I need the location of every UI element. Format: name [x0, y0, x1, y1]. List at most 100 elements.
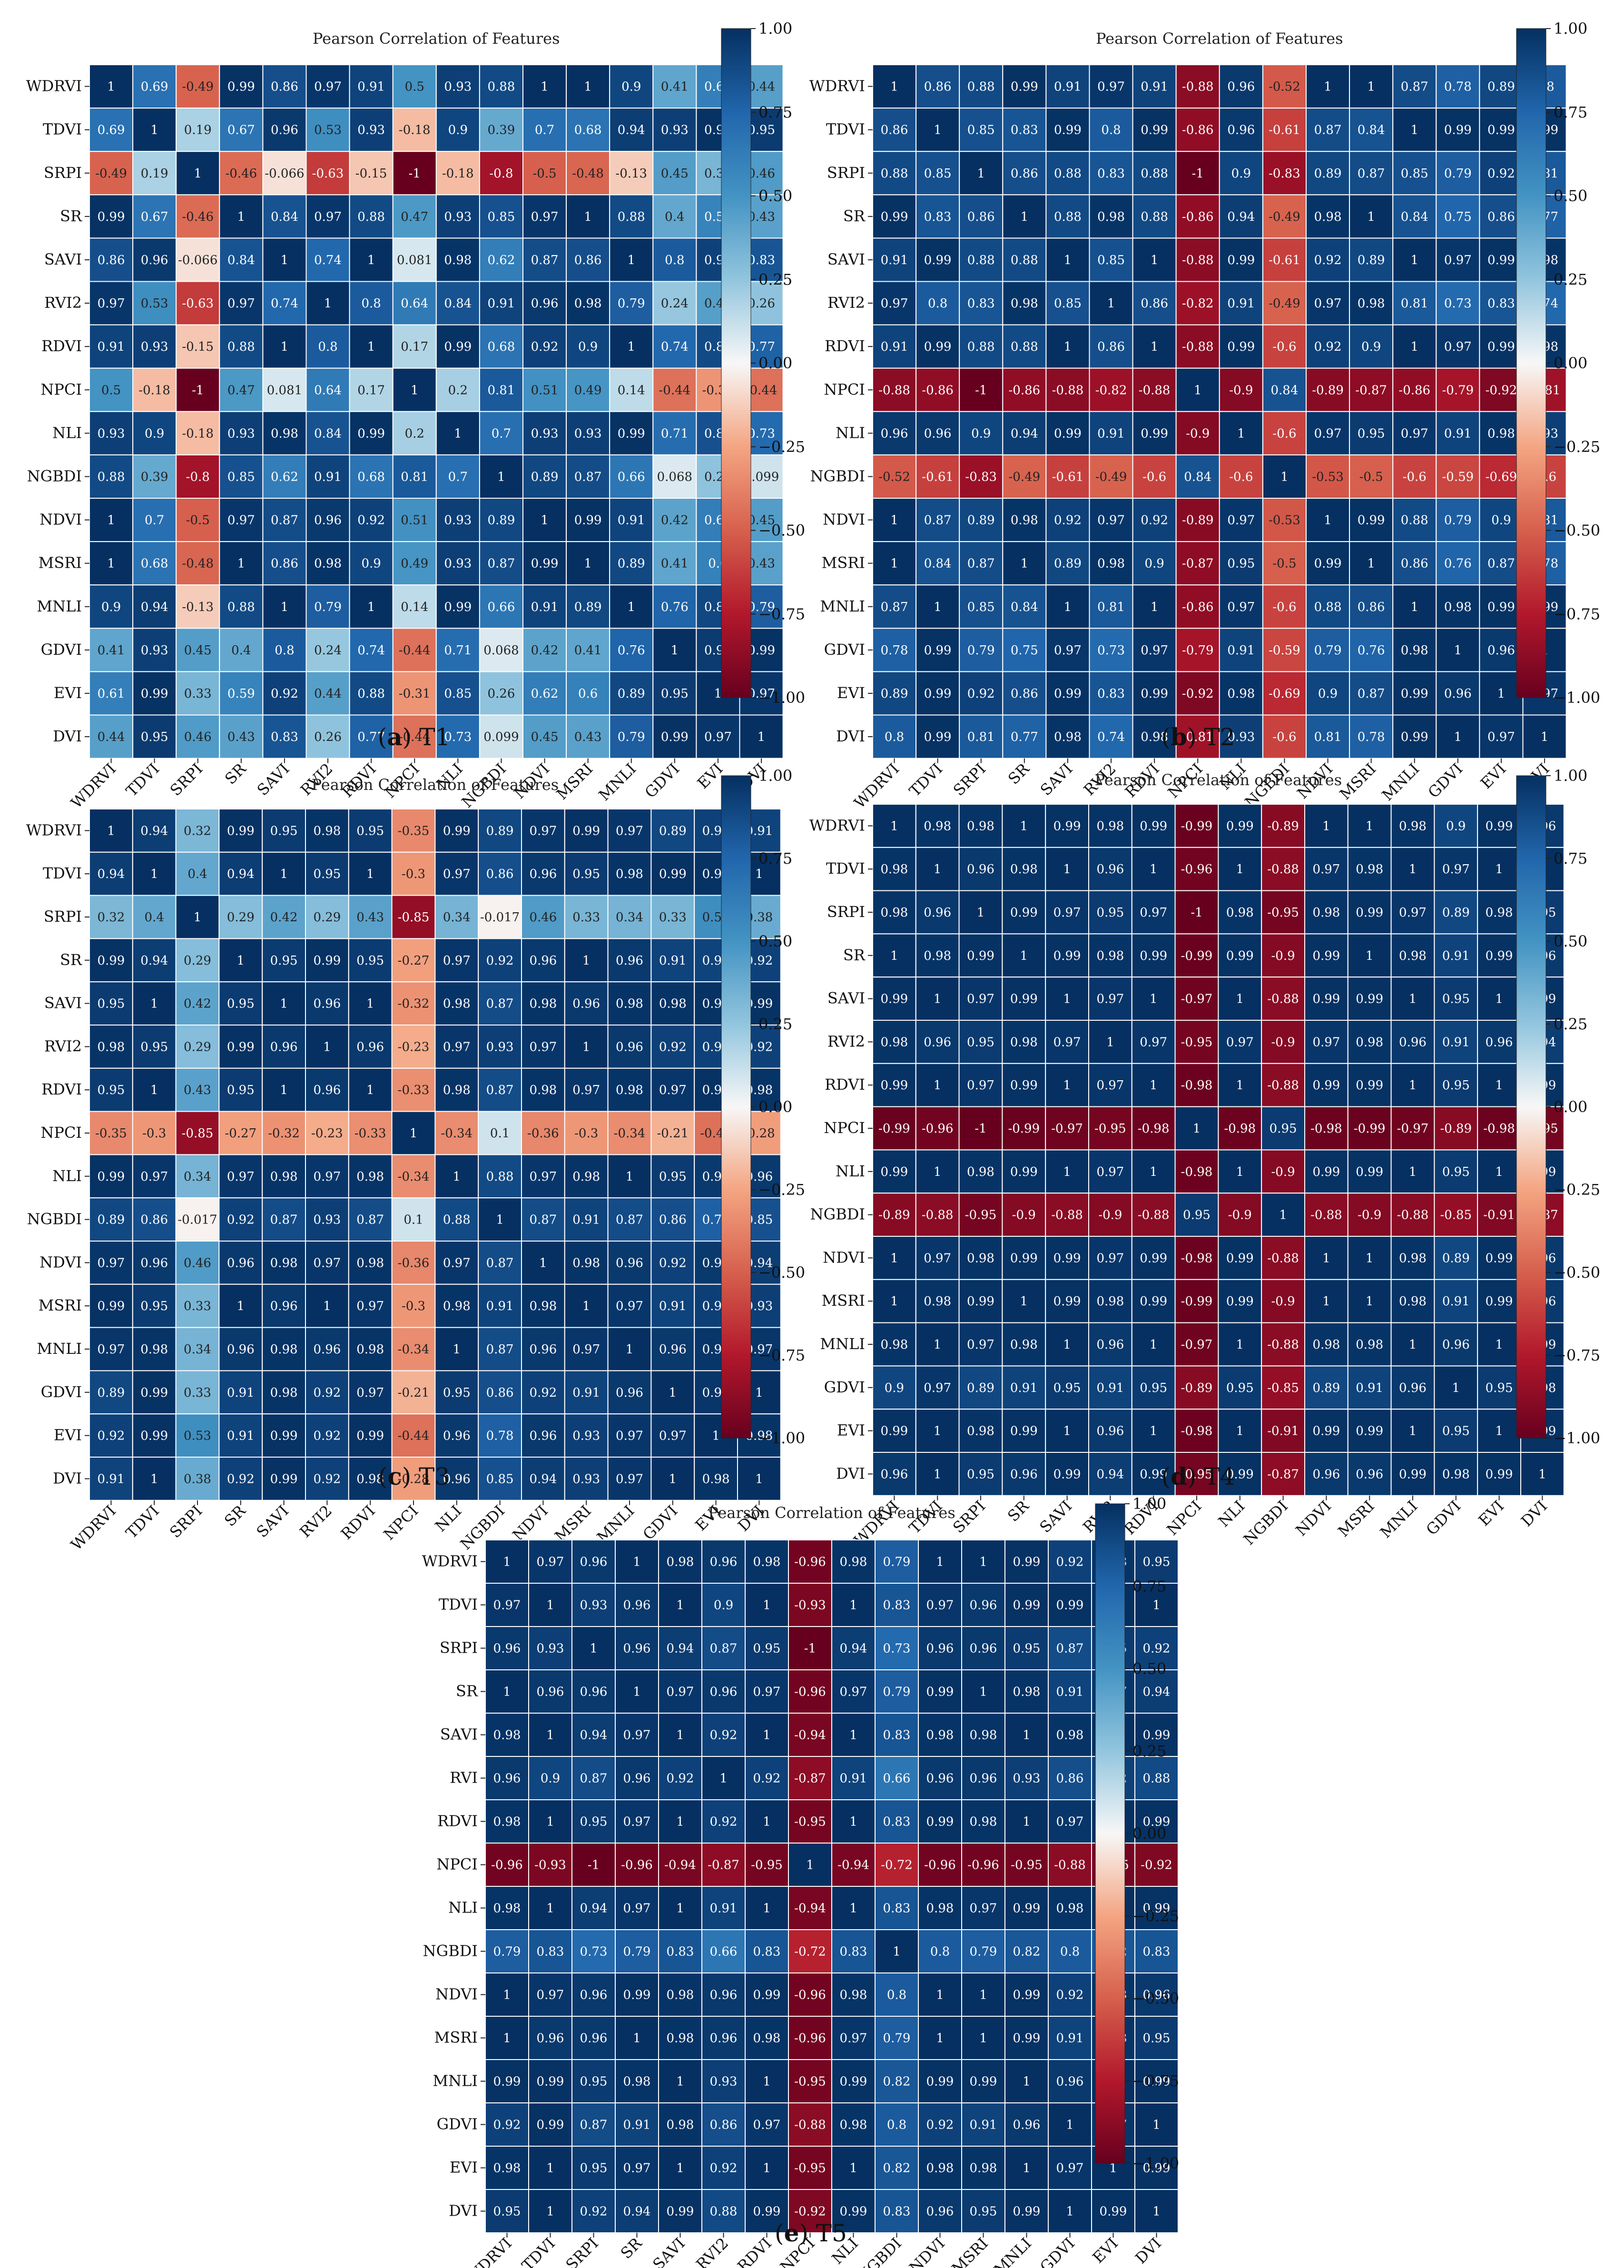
cell-value-label: 0.95: [661, 687, 689, 701]
heatmap-cell: [1436, 671, 1480, 716]
y-tick-label: NLI: [836, 424, 865, 442]
cell-value-label: -0.72: [794, 1945, 826, 1959]
cell-value-label: 0.91: [710, 1902, 738, 1916]
x-tick-label: TDVI: [122, 1502, 163, 1542]
cell-value-label: 0.98: [1010, 1338, 1038, 1352]
heatmap-cell: [959, 281, 1004, 325]
y-tick-label: SAVI: [44, 250, 82, 268]
cell-value-label: 1: [890, 1251, 898, 1265]
cell-value-label: 0.86: [486, 1386, 514, 1400]
cell-value-label: 0.79: [618, 730, 645, 744]
cell-value-label: 0.96: [616, 1040, 643, 1054]
cell-value-label: -0.99: [1008, 1122, 1040, 1136]
heatmap-cell: [652, 324, 697, 369]
heatmap-cell: [1436, 194, 1480, 239]
cell-value-label: 0.98: [924, 1294, 951, 1309]
heatmap-cell: [1045, 454, 1090, 499]
y-tick-label: RVI: [450, 1769, 478, 1787]
y-tick-label: TDVI: [439, 1596, 478, 1614]
heatmap-cell: [391, 809, 436, 853]
cell-value-label: 0.95: [580, 2161, 608, 2176]
cell-value-label: -0.88: [1397, 1208, 1429, 1223]
cell-value-label: 0.95: [227, 997, 255, 1011]
cell-value-label: 1: [1023, 1728, 1031, 1743]
cell-value-label: 0.87: [616, 1213, 643, 1227]
cell-value-label: -0.63: [312, 167, 344, 181]
heatmap-cell: [1045, 237, 1090, 282]
cell-value-label: 0.91: [1442, 1035, 1470, 1049]
cell-value-label: 0.97: [1312, 1035, 1340, 1049]
cell-value-label: -0.88: [1267, 1251, 1299, 1265]
heatmap-cell: [915, 237, 960, 282]
cell-value-label: 0.92: [357, 513, 385, 528]
chart-title: Pearson Correlation of Features: [1095, 771, 1342, 789]
heatmap-cell: [89, 714, 134, 759]
cell-value-label: 0.97: [443, 867, 471, 881]
cell-value-label: -0.066: [265, 167, 304, 181]
cell-value-label: 0.1: [490, 1126, 510, 1141]
cell-value-label: 0.96: [580, 2031, 608, 2046]
cell-value-label: 1: [1063, 862, 1071, 877]
heatmap-cell: [1262, 498, 1307, 542]
panel-label: T3: [411, 1463, 450, 1490]
cell-value-label: 0.92: [227, 1472, 255, 1486]
cell-value-label: 1: [237, 557, 246, 571]
cell-value-label: 0.81: [1314, 730, 1342, 744]
cell-value-label: 0.98: [967, 1424, 994, 1439]
cell-value-label: 0.97: [443, 954, 471, 968]
cell-value-label: 0.97: [537, 1988, 564, 2002]
cell-value-label: -0.98: [1310, 1122, 1342, 1136]
heatmap-cell: [609, 671, 654, 716]
cell-value-label: 1: [1410, 340, 1418, 354]
cell-value-label: 0.88: [1054, 167, 1082, 181]
cell-value-label: -0.63: [182, 296, 214, 311]
cell-value-label: 0.88: [710, 2205, 738, 2219]
heatmap-cell: [479, 151, 524, 196]
cell-value-label: 1: [1064, 600, 1072, 614]
cell-value-label: 0.99: [443, 824, 471, 838]
cell-value-label: 0.99: [1054, 426, 1082, 441]
heatmap-cell: [89, 411, 134, 455]
cell-value-label: 0.99: [1010, 1078, 1038, 1093]
cell-value-label: 0.45: [661, 167, 689, 181]
heatmap-cell: [1349, 498, 1394, 542]
cell-value-label: 1: [582, 1299, 591, 1313]
cell-value-label: 0.94: [97, 867, 125, 881]
heatmap-cell: [392, 108, 437, 152]
cell-value-label: 1: [1409, 1165, 1417, 1179]
cell-value-label: 0.82: [883, 2075, 911, 2089]
cell-value-label: 0.97: [667, 1685, 694, 1699]
cell-value-label: 0.96: [580, 1555, 608, 1569]
y-tick-label: RDVI: [825, 337, 865, 355]
cell-value-label: 0.94: [618, 123, 645, 138]
cell-value-label: 0.61: [98, 687, 125, 701]
heatmap-cell: [305, 411, 350, 455]
cell-value-label: 0.91: [881, 253, 908, 267]
cell-value-label: 1: [979, 2031, 987, 2046]
heatmap-cell: [219, 324, 264, 369]
heatmap-cell: [132, 108, 177, 152]
cell-value-label: 1: [107, 557, 115, 571]
cell-value-label: 0.86: [1141, 296, 1168, 311]
heatmap-cell: [959, 541, 1004, 586]
cell-value-label: -0.48: [572, 167, 604, 181]
cell-value-label: -0.69: [1269, 687, 1300, 701]
cell-value-label: 0.98: [444, 253, 472, 267]
cell-value-label: -0.91: [1267, 1424, 1299, 1439]
cell-value-label: 0.99: [1053, 1467, 1081, 1481]
heatmap-cell: [1219, 108, 1263, 152]
cell-value-label: -0.44: [659, 383, 691, 397]
heatmap-cell: [915, 454, 960, 499]
heatmap-cell: [522, 367, 567, 412]
cell-value-label: 1: [582, 1040, 591, 1054]
heatmap-cell: [1349, 584, 1394, 629]
cell-value-label: 1: [1497, 687, 1506, 701]
heatmap-cell: [305, 714, 350, 759]
x-tick-label: NLI: [432, 1502, 465, 1536]
y-tick-label: GDVI: [437, 2115, 478, 2133]
x-tick-label: EVI: [1089, 2234, 1122, 2267]
x-tick-label: MSRI: [551, 1502, 595, 1546]
x-tick-label: RVI2: [296, 1502, 335, 1541]
colorbar-tick-label: −0.25: [758, 1181, 805, 1199]
cell-value-label: 1: [1322, 819, 1330, 833]
